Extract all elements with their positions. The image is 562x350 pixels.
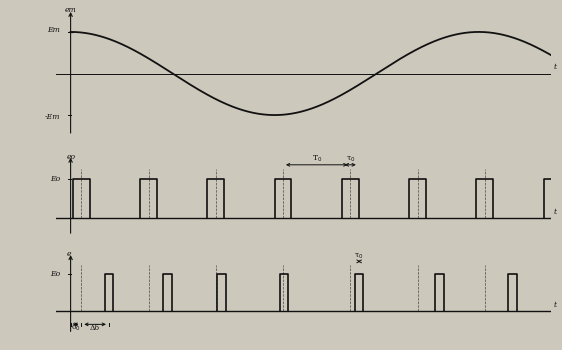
Text: t: t bbox=[553, 63, 556, 70]
Text: e: e bbox=[67, 250, 71, 258]
Text: Δδ: Δδ bbox=[90, 324, 100, 332]
Text: δ$_0$: δ$_0$ bbox=[71, 322, 81, 333]
Text: Eo: Eo bbox=[50, 175, 60, 183]
Text: em: em bbox=[65, 6, 76, 14]
Text: τ$_0$: τ$_0$ bbox=[355, 252, 364, 261]
Text: T$_0$: T$_0$ bbox=[311, 154, 322, 164]
Text: -Em: -Em bbox=[44, 113, 60, 121]
Text: τ$_0$: τ$_0$ bbox=[346, 155, 355, 164]
Text: eo: eo bbox=[67, 153, 76, 161]
Text: t: t bbox=[553, 208, 556, 216]
Text: Em: Em bbox=[47, 26, 60, 34]
Text: Eo: Eo bbox=[50, 270, 60, 278]
Text: t: t bbox=[553, 301, 556, 309]
